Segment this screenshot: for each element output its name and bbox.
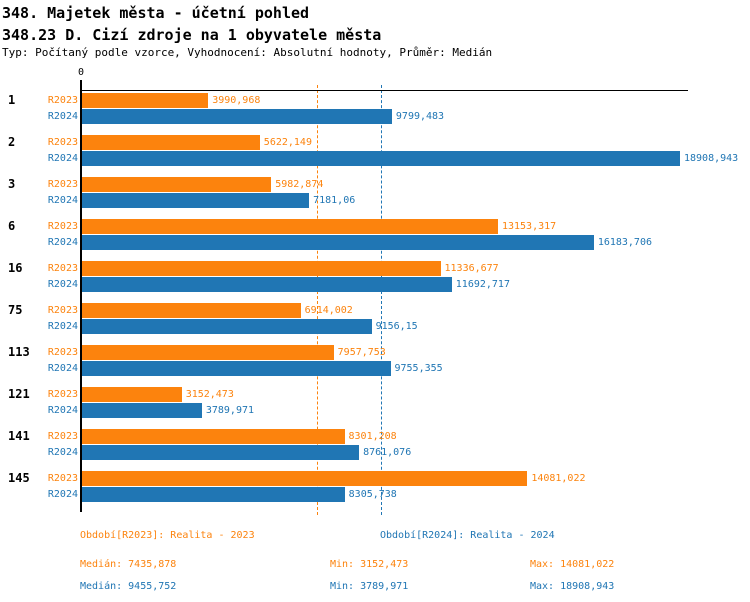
bar-value-label: 14081,022 xyxy=(531,473,586,484)
series-label-r2023: R2023 xyxy=(47,389,78,400)
series-label-r2023: R2023 xyxy=(47,263,78,274)
bar-r2024 xyxy=(82,193,310,208)
series-label-r2023: R2023 xyxy=(47,137,78,148)
bar-r2023 xyxy=(82,471,528,486)
bar-value-label: 16183,706 xyxy=(597,237,652,248)
bar-value-label: 3789,971 xyxy=(205,405,255,416)
page-title: 348. Majetek města - účetní pohled xyxy=(2,4,310,22)
bar-value-label: 8305,738 xyxy=(348,489,397,500)
series-label-r2024: R2024 xyxy=(47,153,78,164)
bar-value-label: 9799,483 xyxy=(395,111,445,122)
series-label-r2024: R2024 xyxy=(47,489,78,500)
series-label-r2023: R2023 xyxy=(47,473,78,484)
bar-r2023 xyxy=(82,387,182,402)
stat-min-r2023: Min: 3152,473 xyxy=(330,559,409,570)
axis-zero-label: 0 xyxy=(77,67,85,78)
stat-median-r2023: Medián: 7435,878 xyxy=(80,559,177,570)
bar-value-label: 9156,15 xyxy=(375,321,418,332)
legend-r2023: Období[R2023]: Realita - 2023 xyxy=(80,530,255,541)
median-gridline-r2024 xyxy=(381,85,383,515)
category-label: 113 xyxy=(8,345,30,359)
bar-value-label: 11336,677 xyxy=(444,263,499,274)
bar-value-label: 11692,717 xyxy=(455,279,510,290)
category-label: 6 xyxy=(8,219,16,233)
bar-r2024 xyxy=(82,151,680,166)
y-axis-line xyxy=(80,80,82,512)
bar-r2023 xyxy=(82,345,334,360)
bar-r2023 xyxy=(82,177,272,192)
series-label-r2023: R2023 xyxy=(47,347,78,358)
bar-r2024 xyxy=(82,277,452,292)
stat-max-r2023: Max: 14081,022 xyxy=(530,559,615,570)
series-label-r2023: R2023 xyxy=(47,221,78,232)
bar-value-label: 5982,874 xyxy=(275,179,324,190)
series-label-r2023: R2023 xyxy=(47,431,78,442)
bar-value-label: 8301,208 xyxy=(348,431,397,442)
x-axis-top-line xyxy=(80,90,688,91)
bar-r2024 xyxy=(82,445,360,460)
bar-r2024 xyxy=(82,361,391,376)
category-label: 2 xyxy=(8,135,16,149)
chart-meta-line: Typ: Počítaný podle vzorce, Vyhodnocení:… xyxy=(2,46,493,59)
bar-value-label: 13153,317 xyxy=(501,221,557,232)
page-subtitle: 348.23 D. Cizí zdroje na 1 obyvatele měs… xyxy=(2,26,382,44)
bar-value-label: 6914,002 xyxy=(304,305,353,316)
series-label-r2024: R2024 xyxy=(47,321,78,332)
bar-value-label: 8761,076 xyxy=(363,447,412,458)
category-label: 1 xyxy=(8,93,16,107)
bar-r2024 xyxy=(82,235,594,250)
bar-r2023 xyxy=(82,261,441,276)
stat-median-r2024: Medián: 9455,752 xyxy=(80,581,177,592)
bar-value-label: 7957,753 xyxy=(337,347,386,358)
bar-value-label: 5622,149 xyxy=(263,137,312,148)
bar-r2023 xyxy=(82,219,498,234)
bar-r2023 xyxy=(82,135,260,150)
series-label-r2024: R2024 xyxy=(47,447,78,458)
series-label-r2023: R2023 xyxy=(47,95,78,106)
bar-r2024 xyxy=(82,487,345,502)
bar-r2023 xyxy=(82,93,209,108)
series-label-r2024: R2024 xyxy=(47,111,78,122)
series-label-r2023: R2023 xyxy=(47,179,78,190)
bar-value-label: 7181,06 xyxy=(313,195,356,206)
bar-value-label: 9755,355 xyxy=(394,363,443,374)
bar-r2024 xyxy=(82,109,392,124)
bar-r2023 xyxy=(82,303,301,318)
median-gridline-r2023 xyxy=(317,85,319,515)
bar-r2024 xyxy=(82,319,372,334)
legend-r2024: Období[R2024]: Realita - 2024 xyxy=(380,530,555,541)
series-label-r2023: R2023 xyxy=(47,305,78,316)
series-label-r2024: R2024 xyxy=(47,195,78,206)
bar-value-label: 3990,968 xyxy=(212,95,261,106)
bar-value-label: 18908,943 xyxy=(684,153,739,164)
category-label: 145 xyxy=(8,471,30,485)
stat-max-r2024: Max: 18908,943 xyxy=(530,581,615,592)
series-label-r2024: R2024 xyxy=(47,279,78,290)
series-label-r2024: R2024 xyxy=(47,363,78,374)
category-label: 16 xyxy=(8,261,23,275)
bar-r2024 xyxy=(82,403,202,418)
bar-r2023 xyxy=(82,429,345,444)
stat-min-r2024: Min: 3789,971 xyxy=(330,581,409,592)
category-label: 3 xyxy=(8,177,16,191)
category-label: 141 xyxy=(8,429,30,443)
series-label-r2024: R2024 xyxy=(47,237,78,248)
category-label: 75 xyxy=(8,303,23,317)
series-label-r2024: R2024 xyxy=(47,405,78,416)
bar-value-label: 3152,473 xyxy=(185,389,234,400)
category-label: 121 xyxy=(8,387,30,401)
